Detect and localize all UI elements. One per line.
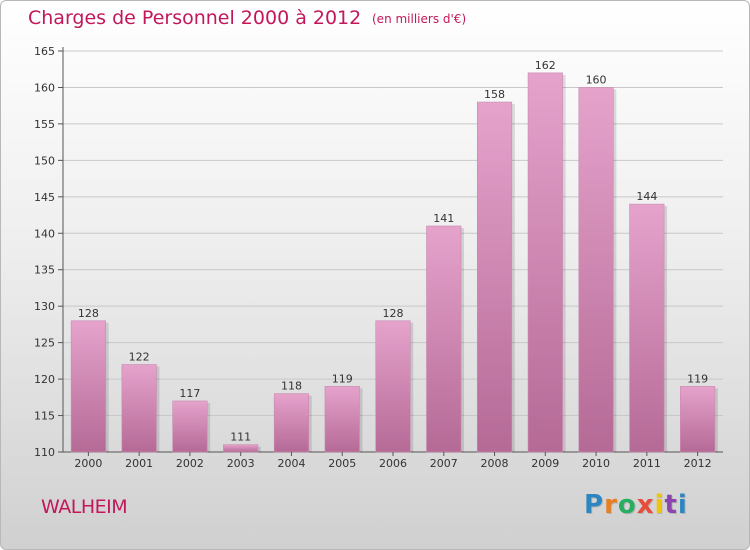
bar bbox=[121, 364, 157, 453]
x-tick-label: 2001 bbox=[125, 457, 153, 470]
y-tick-label: 130 bbox=[34, 300, 55, 313]
y-tick-label: 115 bbox=[34, 410, 55, 423]
y-tick-label: 125 bbox=[34, 337, 55, 350]
y-tick-label: 155 bbox=[34, 118, 55, 131]
y-tick-label: 135 bbox=[34, 264, 55, 277]
bar bbox=[578, 87, 614, 453]
logo-letter: P bbox=[584, 490, 605, 520]
x-tick-label: 2002 bbox=[176, 457, 204, 470]
y-tick-label: 120 bbox=[34, 373, 55, 386]
logo-letter: o bbox=[617, 490, 637, 520]
data-label: 119 bbox=[332, 372, 353, 385]
y-tick-label: 110 bbox=[34, 446, 55, 459]
x-tick-label: 2008 bbox=[481, 457, 509, 470]
data-label: 128 bbox=[78, 307, 99, 320]
x-tick-label: 2007 bbox=[430, 457, 458, 470]
bar bbox=[680, 386, 716, 453]
chart-subtitle: (en milliers d'€) bbox=[372, 12, 467, 26]
data-label: 128 bbox=[383, 307, 404, 320]
data-label: 118 bbox=[281, 380, 302, 393]
commune-name: WALHEIM bbox=[41, 496, 128, 518]
y-tick-label: 140 bbox=[34, 227, 55, 240]
data-label: 122 bbox=[129, 351, 150, 364]
data-label: 111 bbox=[230, 431, 251, 444]
x-tick-label: 2012 bbox=[684, 457, 712, 470]
bar-chart: 110 115 120 125 130 135 140 145 150 155 160 165 128 2… bbox=[34, 45, 723, 470]
bar bbox=[172, 400, 208, 453]
bar bbox=[476, 101, 513, 453]
y-tick-label: 160 bbox=[34, 81, 55, 94]
bar bbox=[375, 320, 411, 453]
x-tick-label: 2011 bbox=[633, 457, 661, 470]
y-tick-label: 150 bbox=[34, 154, 55, 167]
x-tick-label: 2004 bbox=[277, 457, 305, 470]
bar bbox=[273, 393, 310, 453]
bar bbox=[426, 225, 462, 453]
y-tick-label: 165 bbox=[34, 45, 55, 58]
data-label: 141 bbox=[433, 212, 454, 225]
bar bbox=[70, 320, 106, 453]
proxiti-logo: Proxiti bbox=[584, 490, 688, 520]
bar bbox=[324, 386, 360, 453]
logo-letter: x bbox=[636, 490, 655, 520]
logo-letter: i bbox=[677, 490, 688, 520]
logo-letter: i bbox=[654, 490, 665, 520]
data-label: 160 bbox=[586, 73, 607, 86]
logo-letter: r bbox=[604, 490, 618, 520]
bar bbox=[223, 444, 259, 453]
data-label: 119 bbox=[687, 372, 708, 385]
data-label: 158 bbox=[484, 88, 505, 101]
x-tick-label: 2000 bbox=[74, 457, 102, 470]
bar bbox=[527, 72, 563, 453]
x-tick-label: 2005 bbox=[328, 457, 356, 470]
x-tick-label: 2003 bbox=[227, 457, 255, 470]
data-label: 117 bbox=[179, 387, 200, 400]
logo-letter: t bbox=[664, 490, 678, 520]
bar bbox=[629, 203, 665, 453]
data-label: 144 bbox=[636, 190, 657, 203]
x-tick-label: 2009 bbox=[531, 457, 559, 470]
x-tick-label: 2010 bbox=[582, 457, 610, 470]
data-label: 162 bbox=[535, 59, 556, 72]
chart-title: Charges de Personnel 2000 à 2012 bbox=[28, 7, 362, 29]
x-tick-label: 2006 bbox=[379, 457, 407, 470]
y-tick-label: 145 bbox=[34, 191, 55, 204]
